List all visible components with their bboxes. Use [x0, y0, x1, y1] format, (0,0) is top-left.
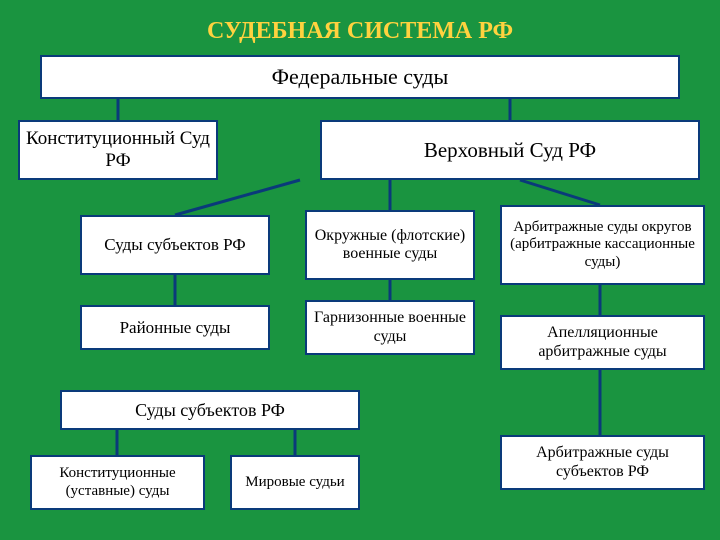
box-label: Гарнизонные военные суды	[313, 309, 467, 346]
box-mirovye: Мировые судьи	[230, 455, 360, 510]
box-label: Арбитражные суды субъектов РФ	[508, 444, 697, 481]
box-label: Суды субъектов РФ	[104, 235, 245, 255]
box-label: Конституционный Суд РФ	[26, 128, 210, 172]
box-district-mil: Окружные (флотские) военные суды	[305, 210, 475, 280]
box-label: Окружные (флотские) военные суды	[313, 227, 467, 264]
box-rayon: Районные суды	[80, 305, 270, 350]
box-label: Верховный Суд РФ	[424, 138, 596, 162]
box-label: Апелляционные арбитражные суды	[508, 324, 697, 361]
box-label: Районные суды	[120, 318, 231, 338]
box-arb-appeal: Апелляционные арбитражные суды	[500, 315, 705, 370]
box-arb-subj: Арбитражные суды субъектов РФ	[500, 435, 705, 490]
box-label: Арбитражные суды округов (арбитражные ка…	[508, 219, 697, 271]
box-label: Федеральные суды	[272, 64, 449, 89]
box-subj-courts: Суды субъектов РФ	[80, 215, 270, 275]
box-const-charter: Конституционные (уставные) суды	[30, 455, 205, 510]
box-label: Конституционные (уставные) суды	[38, 465, 197, 500]
box-federal: Федеральные суды	[40, 55, 680, 99]
box-label: Мировые судьи	[245, 474, 344, 491]
diagram-title: СУДЕБНАЯ СИСТЕМА РФ	[0, 18, 720, 45]
box-arb-circuit: Арбитражные суды округов (арбитражные ка…	[500, 205, 705, 285]
box-label: Суды субъектов РФ	[135, 400, 285, 421]
box-constitutional: Конституционный Суд РФ	[18, 120, 218, 180]
box-subj-header: Суды субъектов РФ	[60, 390, 360, 430]
box-garrison: Гарнизонные военные суды	[305, 300, 475, 355]
box-supreme: Верховный Суд РФ	[320, 120, 700, 180]
